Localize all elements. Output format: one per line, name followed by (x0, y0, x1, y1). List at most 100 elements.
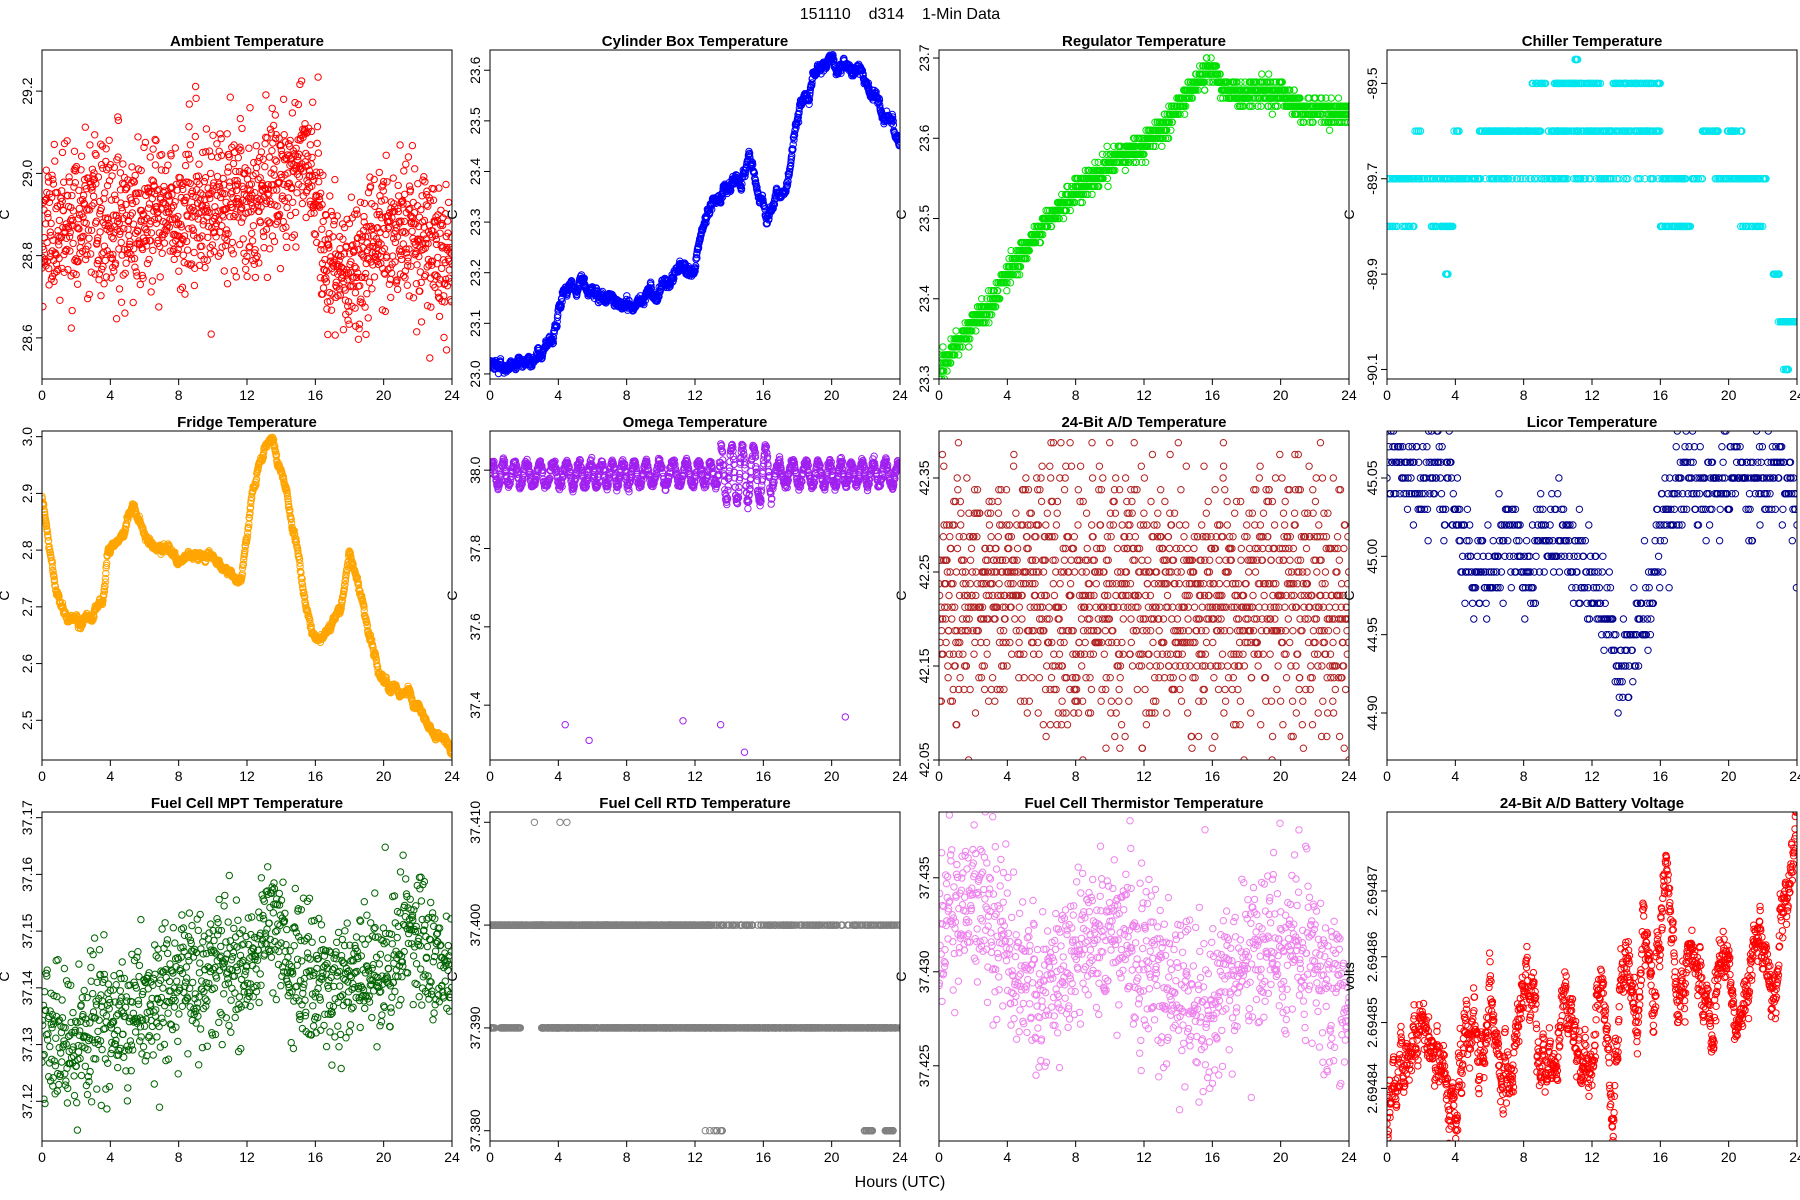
data-point (171, 198, 179, 206)
data-point (49, 175, 57, 184)
data-point (267, 200, 275, 209)
data-point (1539, 79, 1547, 88)
data-point (1245, 94, 1254, 102)
data-point (405, 245, 413, 253)
data-point (370, 273, 379, 281)
data-point (888, 113, 897, 121)
data-point (197, 189, 205, 197)
data-point (191, 132, 200, 141)
data-point (1268, 110, 1277, 118)
y-tick-label: 23.3 (916, 365, 932, 392)
data-point (326, 192, 334, 200)
data-point (121, 309, 129, 317)
data-point (81, 123, 90, 131)
data-point (1322, 94, 1330, 102)
data-point (236, 143, 244, 151)
data-point (121, 269, 129, 277)
data-point (351, 263, 359, 271)
data-point (142, 236, 151, 245)
data-point (955, 351, 963, 359)
data-point (114, 113, 122, 121)
data-point (421, 178, 429, 186)
data-point (1066, 206, 1075, 215)
data-point (430, 185, 438, 193)
data-point (387, 269, 396, 277)
data-point (1023, 254, 1031, 263)
data-point (375, 168, 383, 177)
y-tick-label: 29.2 (19, 77, 35, 104)
data-point (267, 129, 276, 137)
y-axis-label: C (893, 209, 909, 219)
data-point (253, 252, 261, 260)
data-point (221, 241, 230, 250)
y-tick-label: 23.6 (916, 124, 932, 151)
data-point (65, 173, 73, 181)
data-point (164, 161, 172, 169)
x-tick-label: 24 (892, 387, 908, 403)
data-point (114, 214, 123, 223)
data-point (332, 293, 340, 302)
data-point (1309, 118, 1317, 126)
data-point (411, 165, 419, 173)
data-point (42, 258, 49, 266)
data-point (77, 152, 86, 161)
data-point (115, 219, 123, 228)
data-point (789, 140, 797, 149)
data-point (98, 250, 106, 258)
data-point (293, 170, 301, 179)
data-point (298, 199, 307, 208)
data-point (394, 207, 403, 216)
data-point (149, 177, 158, 185)
data-point (1392, 175, 1400, 183)
x-axis-title: Hours (UTC) (855, 1174, 946, 1191)
data-point (351, 289, 360, 297)
data-point (306, 141, 315, 149)
data-point (272, 157, 281, 166)
data-point (218, 211, 227, 219)
data-point (174, 212, 182, 221)
data-point (406, 205, 414, 213)
data-point (1188, 94, 1197, 102)
page-title: 151110 d314 1-Min Data (800, 6, 1001, 23)
data-point (236, 240, 244, 249)
data-point (1325, 118, 1333, 126)
data-point (331, 175, 339, 184)
data-point (409, 234, 417, 243)
data-point (354, 234, 362, 242)
data-point (313, 238, 321, 247)
data-point (275, 178, 283, 186)
data-point (87, 250, 95, 258)
data-point (417, 318, 426, 326)
data-point (496, 355, 505, 363)
data-point (345, 320, 353, 328)
data-point (992, 303, 1000, 311)
data-point (408, 227, 416, 236)
data-point (435, 312, 444, 321)
data-point (102, 273, 111, 281)
data-point (325, 244, 333, 252)
data-point (89, 192, 98, 201)
data-point (308, 153, 316, 162)
data-point (321, 210, 330, 219)
data-point (265, 153, 274, 161)
data-point (311, 231, 320, 239)
data-point (558, 298, 566, 306)
data-point (377, 240, 385, 248)
data-point (1207, 54, 1215, 62)
data-point (761, 203, 769, 211)
data-point (157, 166, 166, 174)
data-point (1296, 94, 1304, 102)
data-point (261, 163, 269, 171)
data-point (42, 245, 48, 254)
data-point (968, 327, 976, 335)
data-point (1327, 94, 1336, 102)
data-point (431, 231, 440, 240)
data-point (105, 136, 113, 145)
y-tick-label: 23.2 (467, 259, 483, 286)
data-point (283, 243, 291, 252)
data-point (150, 215, 159, 224)
data-point (1388, 222, 1397, 231)
data-point (808, 79, 816, 87)
data-point (369, 224, 377, 233)
x-tick-label: 12 (1136, 387, 1152, 403)
